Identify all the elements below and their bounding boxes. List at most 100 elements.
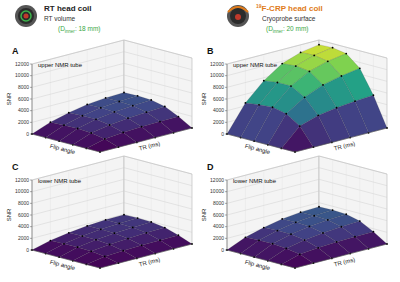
surface-point bbox=[345, 53, 347, 55]
tick-label: 6000 bbox=[213, 96, 224, 102]
axis-label: Flip angle bbox=[49, 259, 76, 272]
surface-point bbox=[114, 111, 116, 113]
surface-point bbox=[82, 115, 84, 117]
surface-point bbox=[159, 239, 161, 241]
tick bbox=[225, 180, 227, 181]
icon-surface bbox=[228, 7, 248, 12]
surface-point bbox=[150, 99, 152, 101]
surface-patch bbox=[281, 254, 313, 268]
surface-point bbox=[245, 102, 247, 104]
tick bbox=[225, 99, 227, 100]
surface-point bbox=[359, 220, 361, 222]
surface-point bbox=[336, 241, 338, 243]
surface-point bbox=[146, 111, 148, 113]
surface-point bbox=[341, 75, 343, 77]
tick-label: 2000 bbox=[213, 235, 224, 241]
grid-line bbox=[32, 75, 192, 99]
surface-point bbox=[105, 219, 107, 221]
surface-point bbox=[285, 113, 287, 115]
surface-point bbox=[122, 131, 124, 133]
surface-point bbox=[295, 221, 297, 223]
axis-line bbox=[32, 180, 33, 250]
surface-point bbox=[281, 218, 283, 220]
tick bbox=[30, 64, 32, 65]
surface-point bbox=[300, 51, 302, 53]
diameter-sub: inner bbox=[273, 29, 284, 34]
surface-point bbox=[63, 124, 65, 126]
surface-point bbox=[285, 248, 287, 250]
panel-letter: C bbox=[12, 162, 19, 172]
surface-point bbox=[317, 115, 319, 117]
icon-sample bbox=[235, 14, 241, 20]
surface-point bbox=[290, 85, 292, 87]
surface-patch bbox=[86, 256, 118, 268]
surface-point bbox=[123, 92, 125, 94]
diameter-part: : 18 mm) bbox=[75, 25, 101, 33]
grid-line bbox=[227, 203, 387, 227]
grid-line bbox=[295, 174, 387, 268]
surface-point bbox=[86, 104, 88, 106]
surface-point bbox=[146, 232, 148, 234]
tick-label: 12000 bbox=[15, 61, 29, 67]
tick-label: 2000 bbox=[18, 119, 29, 125]
axis-label: SNR bbox=[201, 208, 207, 221]
tick-label: 10000 bbox=[15, 188, 29, 194]
surface-point bbox=[318, 44, 320, 46]
surface-point bbox=[277, 230, 279, 232]
surface bbox=[226, 44, 388, 153]
axis-line bbox=[227, 180, 228, 250]
tick bbox=[225, 122, 227, 123]
axis-label: TR (ms) bbox=[138, 140, 160, 151]
surface-point bbox=[114, 232, 116, 234]
surface-point bbox=[164, 106, 166, 108]
axis-label: TR (ms) bbox=[138, 256, 160, 267]
panel-letter: D bbox=[207, 162, 214, 172]
surface-point bbox=[141, 126, 143, 128]
tick-label: 12000 bbox=[210, 61, 224, 67]
tick bbox=[225, 134, 227, 135]
surface-point bbox=[277, 82, 279, 84]
surface-point bbox=[127, 238, 129, 240]
grid-line bbox=[46, 160, 138, 254]
surface-point bbox=[50, 240, 52, 242]
grid-line bbox=[32, 156, 192, 180]
grid-line bbox=[32, 168, 192, 192]
surface-point bbox=[82, 235, 84, 237]
panel-letter: A bbox=[12, 46, 19, 56]
tick-label: 12000 bbox=[15, 177, 29, 183]
coil-subtitle: RT volume bbox=[44, 15, 76, 22]
surface-point bbox=[322, 84, 324, 86]
diameter-sub: inner bbox=[65, 29, 76, 34]
surface-point bbox=[258, 104, 260, 106]
icon-body bbox=[18, 8, 34, 24]
surface-point bbox=[68, 112, 70, 114]
grid-line bbox=[32, 52, 192, 76]
tick-label: 4000 bbox=[18, 223, 29, 229]
axis-label: SNR bbox=[6, 208, 12, 221]
tick-label: 12000 bbox=[210, 177, 224, 183]
surface-point bbox=[299, 253, 301, 255]
surface-point bbox=[159, 121, 161, 123]
surface-point bbox=[178, 116, 180, 118]
grid-line bbox=[86, 170, 178, 264]
surface-point bbox=[86, 225, 88, 227]
surface-point bbox=[272, 106, 274, 108]
surface-point bbox=[263, 227, 265, 229]
tick-label: 8000 bbox=[18, 200, 29, 206]
surface-point bbox=[50, 121, 52, 123]
tick-label: 4000 bbox=[18, 107, 29, 113]
surface-point bbox=[105, 97, 107, 99]
surface-point bbox=[104, 255, 106, 257]
surface-point bbox=[332, 47, 334, 49]
surface-point bbox=[77, 128, 79, 130]
surface-point bbox=[373, 94, 375, 96]
tick-label: 8000 bbox=[213, 84, 224, 90]
surface-point bbox=[150, 221, 152, 223]
grid-line bbox=[86, 54, 178, 148]
tick bbox=[30, 87, 32, 88]
tick-label: 0 bbox=[221, 131, 224, 137]
axis-label: SNR bbox=[201, 92, 207, 105]
axis-label: Flip angle bbox=[244, 143, 271, 156]
grid-line bbox=[227, 191, 387, 215]
tick-label: 0 bbox=[26, 247, 29, 253]
